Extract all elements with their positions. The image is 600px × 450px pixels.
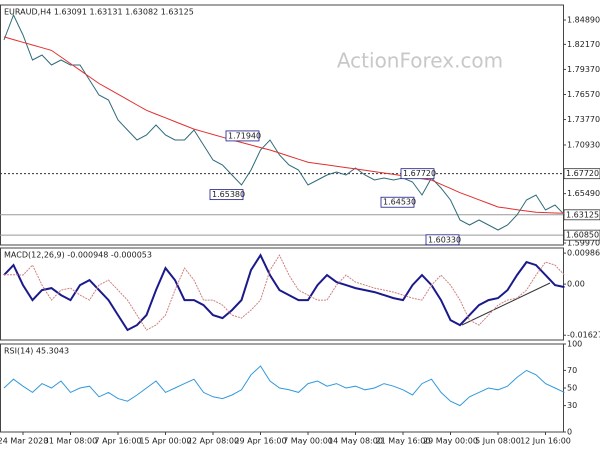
annotation-label: 1.60330 [428, 235, 461, 244]
x-tick-label: 21 May 16:00 [376, 437, 431, 446]
y-tick-label: 1.70930 [567, 140, 600, 149]
annotation-box [380, 196, 415, 208]
y-tick-label: 1.79370 [567, 65, 600, 74]
series-line [4, 254, 565, 331]
pane-title: RSI(14) 45.3043 [4, 347, 69, 356]
y-tick-label: -0.01627 [567, 331, 600, 340]
level-label: 1.60850 [566, 231, 599, 240]
y-tick-label: 100 [567, 340, 582, 349]
annotation-box [209, 189, 244, 201]
trendline [461, 282, 551, 326]
y-tick-label: 0.009865 [567, 249, 600, 258]
level-tag [563, 229, 600, 241]
y-tick-label: 70 [567, 366, 577, 375]
x-tick-label: 5 Jun 08:00 [475, 437, 521, 446]
x-tick-label: 31 Mar 08:00 [44, 437, 97, 446]
pane-frame [0, 247, 564, 341]
annotation-box [400, 168, 435, 180]
y-tick-label: 50 [567, 384, 577, 393]
pane-frame [0, 4, 564, 246]
series-line [3, 365, 565, 407]
pane-title: MACD(12,26,9) -0.000948 -0.000053 [4, 251, 152, 260]
annotation-label: 1.67720 [403, 169, 436, 178]
x-tick-label: 15 Apr 00:00 [139, 437, 191, 446]
x-tick-label: 14 May 08:00 [328, 437, 383, 446]
y-tick-label: 1.65490 [567, 189, 600, 198]
annotation-box [225, 130, 260, 142]
x-tick-label: 29 Apr 16:00 [234, 437, 286, 446]
annotation-label: 1.71940 [228, 131, 261, 140]
y-tick-label: 1.84890 [567, 16, 600, 25]
y-tick-label: 0.00 [567, 280, 585, 289]
annotation-label: 1.65380 [212, 190, 245, 199]
series-line [3, 36, 565, 214]
y-tick-label: 1.59970 [567, 239, 600, 248]
annotation-box [425, 234, 460, 246]
series-line [3, 13, 565, 231]
annotation-label: 1.64530 [383, 198, 416, 207]
y-tick-label: 1.76570 [567, 90, 600, 99]
y-tick-label: 1.73770 [567, 115, 600, 124]
x-tick-label: 12 Jun 16:00 [520, 437, 571, 446]
y-tick-label: 30 [567, 401, 577, 410]
y-tick-label: 1.82170 [567, 40, 600, 49]
level-label: 1.63125 [566, 210, 599, 219]
x-tick-label: 7 Apr 16:00 [94, 437, 141, 446]
y-tick-label: 0 [567, 428, 572, 437]
pane-title: EURAUD,H4 1.63091 1.63131 1.63082 1.6312… [4, 8, 194, 17]
x-tick-label: 22 Apr 08:00 [187, 437, 239, 446]
watermark: ActionForex.com [337, 49, 503, 73]
level-label: 1.67720 [566, 169, 599, 178]
x-tick-label: 24 Mar 2020 [0, 437, 48, 446]
level-tag [563, 168, 600, 180]
x-tick-label: 29 May 00:00 [423, 437, 478, 446]
x-tick-label: 7 May 00:00 [283, 437, 333, 446]
